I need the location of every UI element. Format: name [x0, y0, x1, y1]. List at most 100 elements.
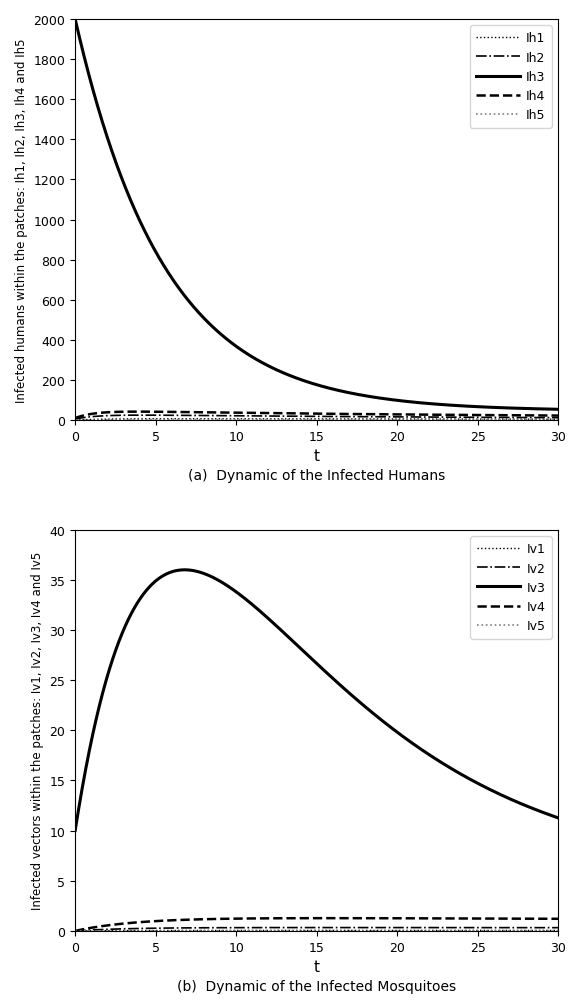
Iv4	[257, 913, 264, 925]
Iv5	[320, 925, 327, 937]
Ih3	[257, 357, 264, 369]
Iv3	[181, 564, 188, 576]
Iv2	[71, 925, 78, 937]
Iv1	[320, 925, 327, 937]
Ih1	[155, 413, 162, 425]
Iv4	[545, 913, 552, 925]
Ih4	[127, 406, 134, 418]
Ih5	[545, 414, 552, 426]
Ih3	[127, 194, 134, 206]
Ih2	[71, 414, 78, 426]
Iv5	[493, 925, 500, 937]
Iv3	[257, 606, 264, 618]
Text: (a)  Dynamic of the Infected Humans: (a) Dynamic of the Infected Humans	[188, 469, 445, 483]
Iv5	[555, 925, 562, 937]
Iv5	[127, 925, 134, 937]
Ih2	[278, 411, 285, 423]
Ih2	[493, 412, 500, 424]
Ih2	[545, 412, 552, 424]
Iv2	[257, 922, 264, 934]
Iv1	[545, 925, 552, 937]
Ih1	[278, 414, 285, 426]
Iv1	[71, 925, 78, 937]
Ih3	[71, 14, 78, 26]
Iv2	[545, 922, 552, 934]
Legend: Iv1, Iv2, Iv3, Iv4, Iv5: Iv1, Iv2, Iv3, Iv4, Iv5	[470, 536, 552, 639]
Ih4	[555, 410, 562, 422]
Iv2	[320, 922, 327, 934]
Iv2	[155, 922, 162, 934]
Iv4	[127, 917, 134, 929]
X-axis label: t: t	[314, 449, 320, 464]
Ih5	[555, 414, 562, 426]
Legend: Ih1, Ih2, Ih3, Ih4, Ih5: Ih1, Ih2, Ih3, Ih4, Ih5	[470, 26, 552, 128]
Iv1	[555, 925, 562, 937]
Y-axis label: Infected humans within the patches: Ih1, Ih2, Ih3, Ih4 and Ih5: Infected humans within the patches: Ih1,…	[15, 38, 28, 403]
Ih1	[127, 414, 134, 426]
Ih2	[127, 410, 134, 422]
Iv5	[278, 925, 285, 937]
Iv4	[493, 913, 500, 925]
Ih1	[545, 414, 552, 426]
Iv3	[155, 573, 162, 585]
Ih5	[71, 415, 78, 427]
Line: Ih1: Ih1	[75, 419, 558, 421]
Iv3	[555, 812, 562, 824]
Ih2	[555, 412, 562, 424]
Ih1	[555, 414, 562, 426]
Text: (b)  Dynamic of the Infected Mosquitoes: (b) Dynamic of the Infected Mosquitoes	[177, 979, 456, 993]
Line: Iv3: Iv3	[75, 570, 558, 831]
Ih3	[493, 402, 500, 414]
Iv4	[278, 912, 285, 924]
Iv5	[71, 925, 78, 937]
Line: Iv4: Iv4	[75, 918, 558, 931]
Line: Iv2: Iv2	[75, 928, 558, 931]
Ih4	[545, 410, 552, 422]
Ih5	[493, 414, 500, 426]
Iv3	[71, 825, 78, 837]
Ih4	[493, 410, 500, 422]
Iv2	[493, 922, 500, 934]
Iv3	[545, 809, 552, 821]
Line: Ih4: Ih4	[75, 412, 558, 419]
Iv3	[278, 625, 285, 637]
Iv1	[155, 925, 162, 937]
Ih3	[545, 404, 552, 416]
Line: Ih3: Ih3	[75, 20, 558, 410]
Ih4	[71, 413, 78, 425]
Iv4	[71, 925, 78, 937]
Iv5	[257, 925, 264, 937]
Iv5	[545, 925, 552, 937]
Ih3	[278, 367, 285, 379]
Ih2	[138, 410, 145, 422]
Iv1	[257, 925, 264, 937]
Ih3	[555, 404, 562, 416]
Line: Ih2: Ih2	[75, 416, 558, 420]
Iv5	[155, 925, 162, 937]
Ih3	[155, 253, 162, 265]
Ih5	[257, 414, 264, 426]
Ih4	[257, 408, 264, 420]
Ih1	[257, 414, 264, 426]
Ih5	[185, 414, 192, 426]
Ih2	[257, 411, 264, 423]
Ih4	[156, 407, 163, 419]
Ih5	[278, 414, 285, 426]
Ih5	[155, 414, 162, 426]
Iv3	[127, 610, 134, 622]
Iv2	[555, 922, 562, 934]
Iv4	[155, 915, 162, 927]
Ih1	[493, 414, 500, 426]
Ih1	[71, 415, 78, 427]
Ih2	[156, 410, 163, 422]
Iv1	[493, 925, 500, 937]
X-axis label: t: t	[314, 959, 320, 974]
Ih5	[127, 414, 134, 426]
Iv4	[555, 913, 562, 925]
Iv2	[127, 923, 134, 935]
Ih4	[278, 408, 285, 420]
Iv2	[278, 922, 285, 934]
Iv1	[127, 925, 134, 937]
Ih4	[133, 406, 140, 418]
Iv4	[325, 912, 332, 924]
